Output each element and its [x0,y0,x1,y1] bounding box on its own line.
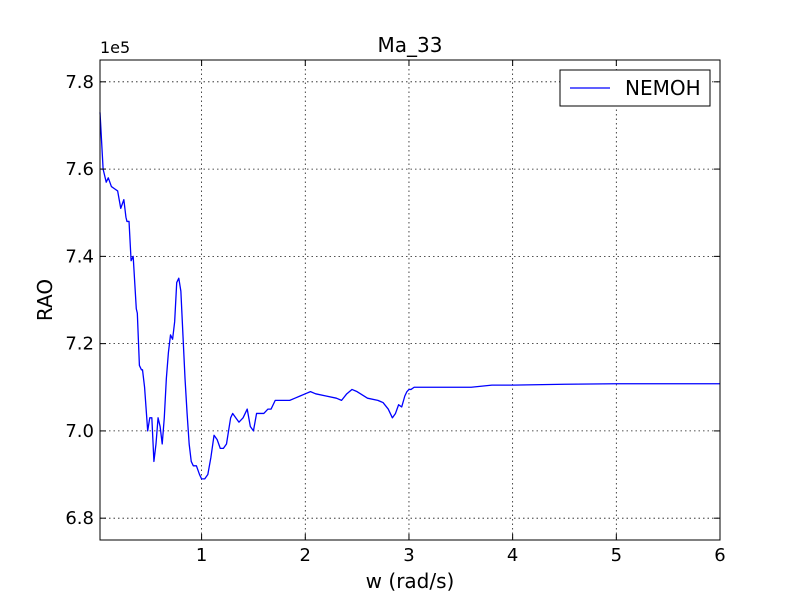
x-tick-label: 4 [507,545,518,566]
series-line-nemoh [99,112,720,480]
legend: NEMOH [559,69,711,107]
plot-frame [99,59,721,541]
x-tick-label: 5 [611,545,622,566]
y-tick-label: 7.6 [65,159,94,180]
y-tick-label: 7.0 [65,421,94,442]
x-tick-label: 2 [300,545,311,566]
x-tick-label: 1 [196,545,207,566]
y-axis-label: RAO [33,279,57,321]
chart-title: Ma_33 [378,33,443,57]
x-tick-label: 6 [714,545,725,566]
y-tick-label: 7.8 [65,72,94,93]
grid [100,60,720,540]
x-tick-label: 3 [403,545,414,566]
x-axis-label: w (rad/s) [366,569,455,593]
y-tick-label: 6.8 [65,508,94,529]
legend-label-nemoh: NEMOH [625,76,701,100]
y-offset-label: 1e5 [100,38,130,57]
y-tick-label: 7.4 [65,246,94,267]
series-layer [99,112,720,480]
y-tick-label: 7.2 [65,334,94,355]
ticks: 1 2 3 4 5 6 6.8 7.0 7.2 7.4 7.6 7.8 [65,60,726,566]
